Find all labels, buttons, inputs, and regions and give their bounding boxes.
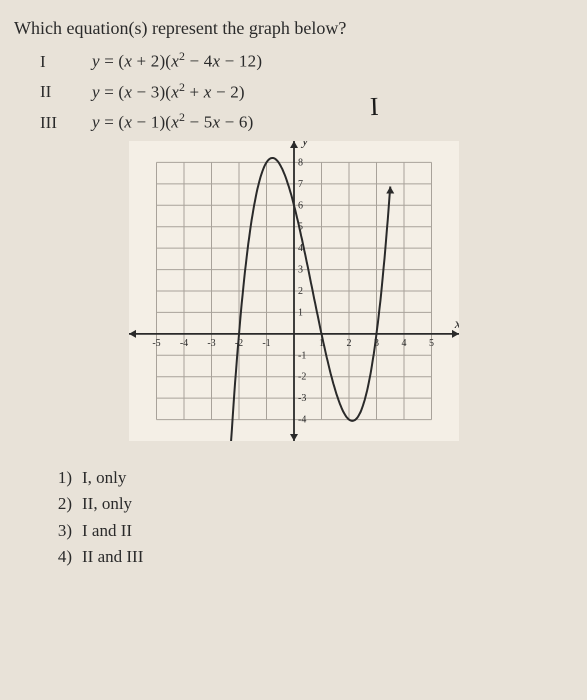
svg-text:-4: -4 <box>179 338 187 349</box>
svg-text:-4: -4 <box>298 415 306 426</box>
answer-number: 4) <box>48 544 72 570</box>
svg-text:x: x <box>453 317 458 332</box>
svg-text:3: 3 <box>298 265 303 276</box>
answer-option: 1) I, only <box>48 465 573 491</box>
svg-text:7: 7 <box>298 179 303 190</box>
equation-list: I y = (x + 2)(x2 − 4x − 12) II y = (x − … <box>40 49 573 133</box>
svg-text:-3: -3 <box>207 338 215 349</box>
equation-body: y = (x − 1)(x2 − 5x − 6) <box>92 110 253 133</box>
answer-option: 2) II, only <box>48 491 573 517</box>
svg-text:5: 5 <box>429 338 434 349</box>
answer-number: 2) <box>48 491 72 517</box>
svg-text:4: 4 <box>401 338 406 349</box>
svg-text:6: 6 <box>298 200 303 211</box>
answer-list: 1) I, only 2) II, only 3) I and II 4) II… <box>48 465 573 570</box>
answer-option: 4) II and III <box>48 544 573 570</box>
svg-text:-2: -2 <box>298 372 306 383</box>
graph-container: xy-5-4-3-2-112345-4-3-2-112345678 <box>14 141 573 441</box>
svg-text:-1: -1 <box>262 338 270 349</box>
svg-text:1: 1 <box>298 307 303 318</box>
svg-text:y: y <box>300 141 309 149</box>
graph-plot: xy-5-4-3-2-112345-4-3-2-112345678 <box>129 141 459 441</box>
equation-label: III <box>40 113 92 133</box>
answer-text: I and II <box>82 518 132 544</box>
equation-body: y = (x − 3)(x2 + x − 2) <box>92 80 245 103</box>
svg-text:8: 8 <box>298 157 303 168</box>
svg-text:2: 2 <box>298 286 303 297</box>
svg-text:-5: -5 <box>152 338 160 349</box>
equation-label: II <box>40 82 92 102</box>
equation-row: III y = (x − 1)(x2 − 5x − 6) <box>40 110 573 133</box>
answer-option: 3) I and II <box>48 518 573 544</box>
svg-text:-1: -1 <box>298 350 306 361</box>
svg-text:-3: -3 <box>298 393 306 404</box>
equation-body: y = (x + 2)(x2 − 4x − 12) <box>92 49 262 72</box>
equation-row: II y = (x − 3)(x2 + x − 2) <box>40 80 573 103</box>
equation-label: I <box>40 52 92 72</box>
svg-text:2: 2 <box>346 338 351 349</box>
answer-text: II, only <box>82 491 132 517</box>
answer-text: II and III <box>82 544 143 570</box>
answer-number: 1) <box>48 465 72 491</box>
handwritten-annotation: I <box>369 92 379 122</box>
answer-text: I, only <box>82 465 126 491</box>
equation-row: I y = (x + 2)(x2 − 4x − 12) <box>40 49 573 72</box>
question-text: Which equation(s) represent the graph be… <box>14 18 573 39</box>
answer-number: 3) <box>48 518 72 544</box>
